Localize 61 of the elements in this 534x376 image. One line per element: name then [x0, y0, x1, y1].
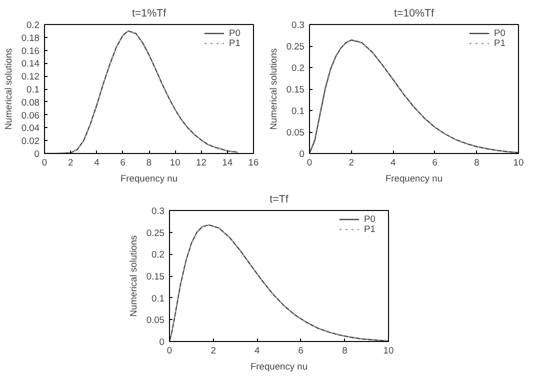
legend-label: P0	[229, 28, 242, 38]
chart-title: t=Tf	[270, 194, 288, 206]
y-tick-label: 0.3	[292, 20, 304, 30]
x-tick-label: 2	[348, 158, 354, 168]
x-tick-label: 14	[222, 158, 233, 168]
y-tick-label: 0.15	[286, 84, 304, 94]
x-tick-label: 10	[170, 158, 180, 168]
y-tick-label: 0.2	[152, 250, 164, 260]
x-axis-title: Frequency nu	[250, 362, 308, 372]
y-tick-label: 0.16	[21, 46, 40, 56]
y-tick-label: 0.05	[146, 315, 164, 326]
y-tick-label: 0	[159, 337, 165, 347]
y-tick-label: 0.12	[21, 72, 40, 82]
y-tick-label: 0	[34, 149, 40, 159]
y-tick-label: 0.15	[146, 272, 164, 282]
legend-label: P1	[229, 38, 242, 48]
y-tick-label: 0.04	[21, 123, 40, 134]
y-tick-label: 0.2	[26, 20, 40, 30]
x-axis-title: Frequency nu	[385, 174, 443, 184]
y-tick-label: 0.08	[21, 97, 40, 108]
x-tick-label: 2	[68, 158, 74, 168]
y-tick-label: 0	[299, 149, 305, 159]
y-tick-label: 0.1	[152, 293, 164, 304]
y-tick-label: 0.14	[21, 58, 40, 69]
x-tick-label: 8	[342, 346, 348, 356]
x-tick-label: 8	[146, 158, 152, 168]
legend-label: P0	[364, 214, 376, 224]
y-tick-label: 0.25	[286, 42, 304, 52]
x-tick-label: 16	[248, 158, 259, 168]
x-tick-label: 0	[166, 346, 172, 356]
chart-title: t=1%Tf	[132, 8, 166, 20]
x-tick-label: 10	[513, 158, 524, 168]
y-tick-label: 0.3	[152, 206, 164, 216]
y-axis-title: Numerical solutions	[3, 48, 14, 130]
x-tick-label: 4	[94, 158, 100, 168]
y-axis-title: Numerical solutions	[268, 48, 278, 130]
legend-label: P1	[494, 38, 506, 48]
y-tick-label: 0.1	[26, 84, 40, 94]
y-tick-label: 0.05	[286, 128, 304, 138]
x-axis-title: Frequency nu	[120, 174, 178, 184]
chart-title: t=10%Tf	[394, 8, 434, 20]
y-tick-label: 0.06	[21, 110, 40, 120]
legend-label: P0	[494, 28, 506, 38]
legend-label: P1	[364, 224, 376, 234]
y-tick-label: 0.1	[292, 106, 304, 116]
x-tick-label: 2	[210, 346, 216, 356]
x-tick-label: 12	[196, 158, 206, 168]
y-tick-label: 0.02	[21, 136, 40, 146]
x-tick-label: 6	[432, 158, 438, 168]
y-tick-label: 0.18	[21, 32, 40, 43]
y-axis-title: Numerical solutions	[128, 234, 138, 317]
x-tick-label: 0	[42, 158, 48, 168]
x-tick-label: 10	[383, 346, 394, 356]
y-tick-label: 0.25	[146, 228, 164, 238]
y-tick-label: 0.2	[292, 63, 304, 73]
x-tick-label: 8	[474, 158, 480, 168]
x-tick-label: 0	[306, 158, 312, 168]
x-tick-label: 6	[120, 158, 126, 168]
x-tick-label: 6	[298, 346, 304, 356]
x-tick-label: 4	[254, 346, 260, 356]
x-tick-label: 4	[390, 158, 396, 168]
